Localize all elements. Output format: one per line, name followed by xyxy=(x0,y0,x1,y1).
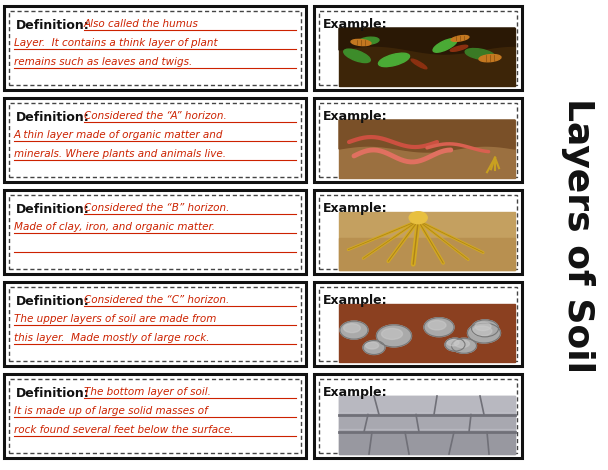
Bar xyxy=(314,98,522,182)
Bar xyxy=(339,238,515,270)
Text: Example:: Example: xyxy=(323,110,388,123)
Bar xyxy=(339,432,515,454)
Text: Example:: Example: xyxy=(323,294,388,307)
Text: A thin layer made of organic matter and: A thin layer made of organic matter and xyxy=(14,130,224,140)
Text: Definition:: Definition: xyxy=(16,19,90,32)
Ellipse shape xyxy=(409,212,427,224)
Bar xyxy=(319,287,517,361)
Text: The upper layers of soil are made from: The upper layers of soil are made from xyxy=(14,314,216,324)
Text: Also called the humus: Also called the humus xyxy=(84,19,199,29)
Bar xyxy=(4,98,306,182)
Text: rock found several feet below the surface.: rock found several feet below the surfac… xyxy=(14,425,233,435)
Text: Example:: Example: xyxy=(323,18,388,31)
Bar xyxy=(4,282,306,366)
Bar xyxy=(339,120,515,178)
Ellipse shape xyxy=(428,321,446,330)
Bar xyxy=(314,282,522,366)
Ellipse shape xyxy=(451,45,468,51)
Bar xyxy=(9,11,301,85)
Bar xyxy=(314,6,522,90)
Bar xyxy=(339,304,515,362)
Text: Definition:: Definition: xyxy=(16,111,90,124)
Ellipse shape xyxy=(378,53,410,67)
Ellipse shape xyxy=(455,340,469,347)
Text: Layers of Soil: Layers of Soil xyxy=(561,97,595,373)
Text: Example:: Example: xyxy=(323,386,388,399)
Ellipse shape xyxy=(471,320,499,337)
Ellipse shape xyxy=(447,339,459,346)
Text: Considered the “B” horizon.: Considered the “B” horizon. xyxy=(84,203,229,213)
Text: Example:: Example: xyxy=(323,202,388,215)
Bar xyxy=(314,374,522,458)
Ellipse shape xyxy=(465,48,495,60)
Bar xyxy=(339,28,515,86)
Ellipse shape xyxy=(475,322,491,330)
Text: Definition:: Definition: xyxy=(16,387,90,400)
Ellipse shape xyxy=(424,318,454,337)
Ellipse shape xyxy=(344,324,361,333)
Bar xyxy=(4,6,306,90)
Bar xyxy=(319,11,517,85)
Text: It is made up of large solid masses of: It is made up of large solid masses of xyxy=(14,406,208,416)
Text: Definition:: Definition: xyxy=(16,295,90,308)
Bar xyxy=(319,103,517,177)
Bar xyxy=(9,195,301,269)
Ellipse shape xyxy=(411,59,427,69)
Ellipse shape xyxy=(340,321,368,339)
Ellipse shape xyxy=(344,49,370,63)
Bar xyxy=(339,212,515,270)
Ellipse shape xyxy=(381,329,402,339)
Ellipse shape xyxy=(433,39,457,52)
Bar xyxy=(9,103,301,177)
Bar xyxy=(4,374,306,458)
Ellipse shape xyxy=(365,342,379,349)
Bar xyxy=(339,415,515,432)
Text: this layer.  Made mostly of large rock.: this layer. Made mostly of large rock. xyxy=(14,333,210,343)
Text: minerals. Where plants and animals live.: minerals. Where plants and animals live. xyxy=(14,149,226,159)
Ellipse shape xyxy=(351,39,371,46)
Ellipse shape xyxy=(468,323,500,343)
Ellipse shape xyxy=(359,37,379,44)
Bar xyxy=(314,190,522,274)
Ellipse shape xyxy=(452,338,477,353)
Text: Layer.  It contains a think layer of plant: Layer. It contains a think layer of plan… xyxy=(14,38,218,48)
Bar xyxy=(339,396,515,415)
Ellipse shape xyxy=(363,340,385,354)
Bar xyxy=(9,379,301,453)
Text: Made of clay, iron, and organic matter.: Made of clay, iron, and organic matter. xyxy=(14,222,215,232)
Bar xyxy=(9,287,301,361)
Text: The bottom layer of soil.: The bottom layer of soil. xyxy=(84,387,211,397)
Ellipse shape xyxy=(451,36,469,41)
Ellipse shape xyxy=(479,55,501,62)
Ellipse shape xyxy=(472,326,492,336)
Text: Considered the “C” horizon.: Considered the “C” horizon. xyxy=(84,295,229,305)
Bar xyxy=(4,190,306,274)
Ellipse shape xyxy=(376,325,412,347)
Text: Considered the “A” horizon.: Considered the “A” horizon. xyxy=(84,111,227,121)
Ellipse shape xyxy=(445,338,465,351)
Bar xyxy=(339,396,515,454)
Text: Definition:: Definition: xyxy=(16,203,90,216)
Text: remains such as leaves and twigs.: remains such as leaves and twigs. xyxy=(14,57,192,67)
Bar xyxy=(319,379,517,453)
Polygon shape xyxy=(339,28,515,54)
Polygon shape xyxy=(339,120,515,152)
Bar xyxy=(319,195,517,269)
